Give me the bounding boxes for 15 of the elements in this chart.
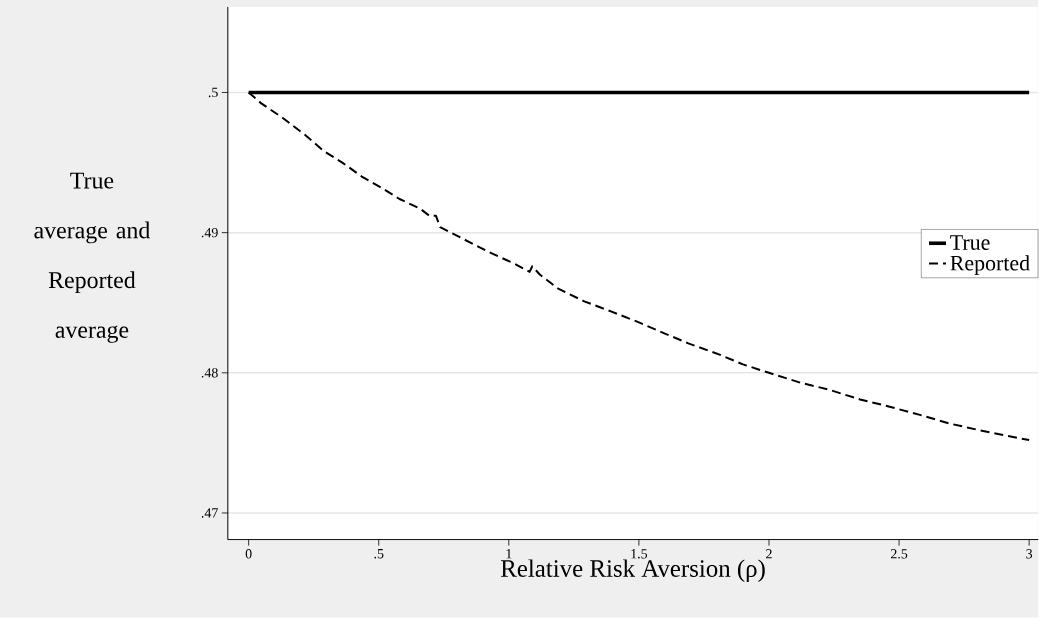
x-tick-label: 1 (506, 549, 512, 559)
y-tick-label: .48 (201, 368, 218, 378)
legend-label: Reported (950, 255, 1030, 276)
x-tick-label: 0 (245, 549, 252, 559)
x-axis-title: Relative Risk Aversion (ρ) (500, 559, 765, 583)
y-tick-label: .49 (201, 228, 218, 238)
legend-label: True (950, 235, 990, 251)
text: True average and Reported average (34, 172, 151, 344)
x-tick-label: 2 (766, 549, 772, 559)
y-tick-label: .47 (201, 508, 218, 518)
y-tick-label: .5 (208, 88, 218, 98)
x-tick-label: 1.5 (631, 549, 648, 559)
x-tick-label: 2.5 (890, 549, 908, 559)
x-tick-label: .5 (374, 549, 384, 559)
x-tick-label: 3 (1026, 549, 1033, 559)
